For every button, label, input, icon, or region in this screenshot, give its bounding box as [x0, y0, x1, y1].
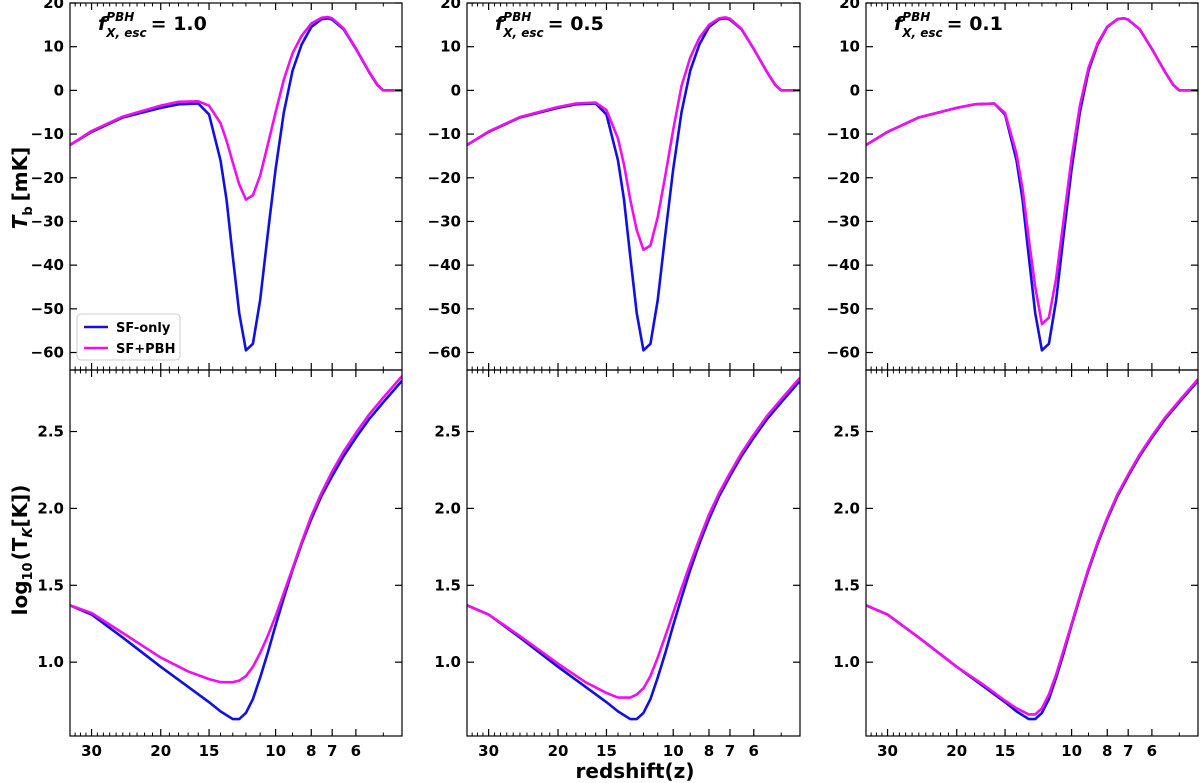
x-tick-label: 10 [663, 742, 684, 760]
y-tick-label: 20 [839, 0, 860, 12]
legend-label-sf-pbh: SF+PBH [116, 342, 175, 357]
x-tick-label: 15 [596, 742, 617, 760]
series-line-sf-only [467, 379, 800, 721]
y-tick-label: 2.0 [833, 499, 860, 517]
y-tick-label: −60 [428, 344, 461, 362]
x-tick-label: 30 [81, 742, 102, 760]
series-line-sf-pbh [866, 16, 1198, 326]
y-tick-label: 1.5 [37, 576, 64, 594]
x-tick-label: 10 [1061, 742, 1082, 760]
series-line-sf-pbh [70, 15, 402, 201]
y-tick-label: −60 [31, 344, 64, 362]
x-tick-label: 8 [306, 742, 316, 760]
y-tick-label: 2.5 [434, 423, 461, 441]
y-tick-label: 10 [43, 38, 64, 56]
x-tick-label: 20 [150, 742, 171, 760]
y-tick-label: −50 [31, 300, 64, 318]
series-line-sf-only [70, 16, 402, 352]
panel-top-middle: −60 −50 −40 −30 −20 −10 0 10 20 fPBH X, esc = 0.5 [428, 0, 801, 371]
x-tick-label: 10 [265, 742, 286, 760]
panel-top-right: −60 −50 −40 −30 −20 −10 0 10 20 fPBH X, esc = 0.1 [827, 0, 1199, 371]
axes-frame [466, 2, 801, 371]
series-line-sf-pbh [866, 378, 1198, 716]
x-tick-label: 7 [725, 742, 735, 760]
y-tick-label: −40 [428, 256, 461, 274]
y-tick-label: −50 [827, 300, 860, 318]
x-tick-label: 15 [199, 742, 220, 760]
y-tick-label: −40 [827, 256, 860, 274]
y-tick-label: −10 [31, 125, 64, 143]
x-axis-label: redshift(z) [576, 759, 695, 783]
y-tick-label: −20 [428, 169, 461, 187]
panel-annotation: fPBH X, esc = 1.0 [98, 10, 207, 40]
y-tick-label: −50 [428, 300, 461, 318]
x-tick-label: 7 [327, 742, 337, 760]
y-tick-label: 2.5 [37, 423, 64, 441]
axes-frame [865, 369, 1199, 737]
y-tick-label: 0 [54, 81, 64, 99]
series-line-sf-only [866, 16, 1198, 352]
panel-bottom-right: 30 20 15 10 8 7 6 1.0 1.5 2.0 2.5 [833, 369, 1199, 760]
x-tick-label: 20 [946, 742, 967, 760]
series-line-sf-pbh [467, 376, 800, 699]
y-tick-label: 10 [839, 38, 860, 56]
y-tick-label: 1.0 [37, 653, 64, 671]
axes-frame [69, 369, 403, 737]
y-tick-label: 1.0 [833, 653, 860, 671]
panel-bottom-left: 30 20 15 10 8 7 6 1.0 1.5 2.0 2.5 [37, 369, 403, 760]
y-tick-label: 20 [43, 0, 64, 12]
y-tick-label: 2.0 [37, 499, 64, 517]
legend: SF-only SF+PBH [76, 313, 181, 361]
y-tick-label: −30 [428, 212, 461, 230]
y-tick-label: 20 [440, 0, 461, 12]
y-tick-label: 2.5 [833, 423, 860, 441]
x-tick-label: 30 [877, 742, 898, 760]
series-line-sf-only [70, 379, 402, 721]
series-line-sf-only [467, 16, 800, 352]
x-tick-label: 6 [749, 742, 759, 760]
y-tick-label: 1.0 [434, 653, 461, 671]
y-axis-label-bottom: log10(TK[K]) [8, 485, 36, 616]
y-axis-label-top: Tb[mK] [8, 147, 36, 230]
y-tick-label: 1.5 [434, 576, 461, 594]
x-tick-label: 7 [1123, 742, 1133, 760]
y-tick-label: 0 [850, 81, 860, 99]
panel-annotation: fPBH X, esc = 0.1 [894, 10, 1003, 40]
series-line-sf-pbh [467, 16, 800, 252]
x-tick-label: 6 [1147, 742, 1157, 760]
series-line-sf-pbh [70, 375, 402, 684]
y-tick-label: −10 [827, 125, 860, 143]
x-tick-label: 30 [478, 742, 499, 760]
y-tick-label: −30 [827, 212, 860, 230]
axes-frame [865, 2, 1199, 371]
y-tick-label: 1.5 [833, 576, 860, 594]
axes-frame [466, 369, 801, 737]
y-tick-label: −40 [31, 256, 64, 274]
panel-bottom-middle: 30 20 15 10 8 7 6 1.0 1.5 2.0 2.5 [434, 369, 801, 760]
panel-annotation: fPBH X, esc = 0.5 [495, 10, 604, 40]
series-line-sf-only [866, 379, 1198, 721]
y-tick-label: 0 [451, 81, 461, 99]
x-tick-label: 8 [704, 742, 714, 760]
y-tick-label: −60 [827, 344, 860, 362]
x-tick-label: 6 [351, 742, 361, 760]
y-tick-label: −30 [31, 212, 64, 230]
y-tick-label: 10 [440, 38, 461, 56]
panel-top-left: −60 −50 −40 −30 −20 −10 0 10 20 fPBH X, esc = 1.0 [31, 0, 403, 371]
legend-label-sf-only: SF-only [116, 321, 171, 336]
y-tick-label: −20 [31, 169, 64, 187]
x-tick-label: 15 [995, 742, 1016, 760]
y-tick-label: 2.0 [434, 499, 461, 517]
y-tick-label: −20 [827, 169, 860, 187]
y-tick-label: −10 [428, 125, 461, 143]
x-tick-label: 20 [548, 742, 569, 760]
x-tick-label: 8 [1102, 742, 1112, 760]
